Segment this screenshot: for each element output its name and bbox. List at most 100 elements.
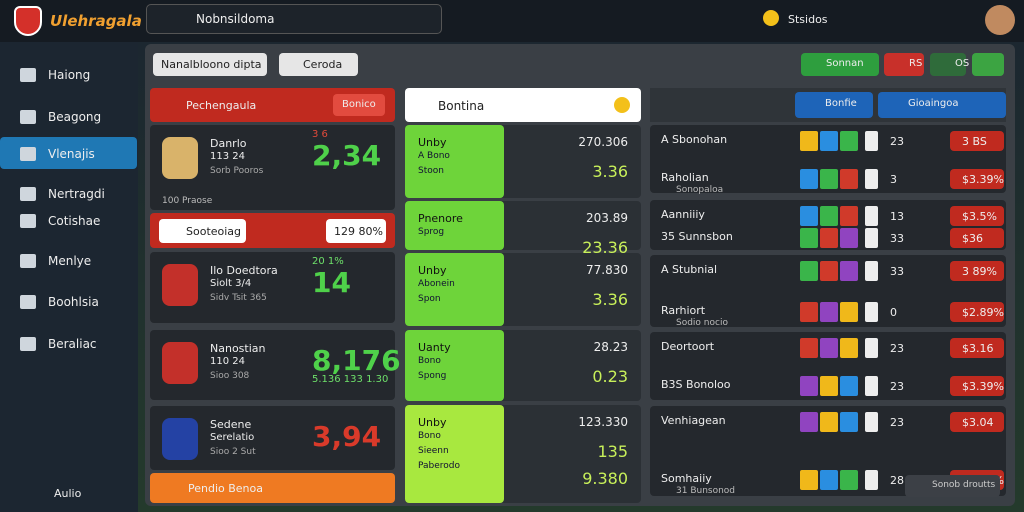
odds-chip	[800, 168, 818, 189]
toolbar-button-text: RS	[909, 58, 923, 69]
odds-pill[interactable]	[950, 206, 1004, 226]
sidebar-item[interactable]: Menlye	[48, 254, 92, 268]
toolbar-search-text: Ceroda	[303, 58, 343, 71]
sidebar-item[interactable]: Cotishae	[48, 214, 101, 228]
bottom-bar[interactable]	[150, 473, 395, 503]
market-green	[405, 405, 504, 503]
sidebar-item[interactable]: Beagong	[48, 110, 102, 124]
search-box[interactable]	[146, 4, 442, 34]
odds-chip	[800, 302, 818, 323]
odds-name: Aanniiiy	[661, 208, 705, 221]
sidebar-item[interactable]: Nertragdi	[48, 187, 105, 201]
odds-value: $3.39%	[962, 379, 1004, 393]
market-green	[405, 125, 504, 198]
odds-pill[interactable]	[950, 131, 1004, 151]
sidebar-item[interactable]: Vlenajis	[48, 147, 95, 161]
odds-chip	[840, 338, 858, 358]
filter-text: Nanalbloono dipta	[161, 58, 262, 71]
sidebar-footer: Aulio	[54, 487, 82, 500]
odds-pill[interactable]	[950, 375, 1004, 396]
user-icon	[763, 10, 779, 26]
market-value: 203.89	[586, 211, 628, 225]
market-title: Pnenore	[418, 212, 463, 225]
odds-chip	[800, 227, 818, 248]
bottom-text: Pendio Benoa	[188, 482, 264, 495]
match-line: Serelatio	[210, 432, 255, 443]
odds-pill[interactable]	[950, 261, 1004, 281]
odds-chip	[840, 375, 858, 396]
filter[interactable]	[153, 53, 267, 76]
match-score: 8,176	[312, 344, 401, 377]
odds-count: 28	[890, 473, 904, 487]
matches-action[interactable]	[333, 94, 385, 116]
toolbar-search[interactable]	[279, 53, 358, 76]
odds-chip	[840, 168, 858, 189]
odds-pill[interactable]	[950, 338, 1004, 358]
odds-chip	[865, 261, 878, 281]
odds-name: Somhaiiy	[661, 471, 712, 485]
odds-pill[interactable]	[950, 227, 1004, 248]
sidebar-icon	[20, 187, 36, 201]
odds-chip	[840, 206, 858, 226]
odds-sub: Sodio nocio	[676, 318, 728, 329]
sidebar-icon	[20, 68, 36, 82]
odds-count: 13	[890, 210, 904, 223]
toolbar-button[interactable]	[972, 53, 1004, 76]
toolbar-button[interactable]	[930, 53, 966, 76]
odds-button[interactable]	[878, 92, 1006, 118]
toolbar-button-text: Sonnan	[826, 58, 864, 69]
odds-value: 3 89%	[962, 265, 997, 278]
odds-name: 35 Sunnsbon	[661, 229, 733, 243]
odds-button[interactable]	[795, 92, 873, 118]
markets-search[interactable]	[405, 88, 641, 122]
match-line: 110 24	[210, 356, 245, 367]
market-value: 23.36	[582, 238, 628, 257]
match-line: Sioo 308	[210, 371, 250, 381]
toolbar-button[interactable]	[801, 53, 879, 76]
market-line: Abonein	[418, 279, 455, 289]
odds-count: 0	[890, 306, 897, 320]
sidebar-icon	[20, 295, 36, 309]
odds-chip	[820, 261, 838, 281]
odds-pill[interactable]	[950, 168, 1004, 189]
odds-name: Venhiagean	[661, 414, 726, 427]
sidebar-icon	[20, 254, 36, 268]
odds-pill[interactable]	[950, 412, 1004, 432]
team-crest	[162, 137, 198, 179]
odds-chip	[840, 131, 858, 151]
market-title: Unby	[418, 136, 447, 149]
market-line: Sieenn	[418, 446, 449, 456]
tip-text: Sonob droutts	[932, 480, 996, 490]
odds-sub: Sonopaloa	[676, 184, 724, 195]
toolbar-button[interactable]	[884, 53, 924, 76]
odds-chip	[865, 131, 878, 151]
sidebar-item[interactable]: Beraliac	[48, 337, 97, 351]
match-line: Sorb Pooros	[210, 166, 264, 176]
match-footer: 100 Praose	[162, 196, 213, 206]
avatar[interactable]	[985, 5, 1015, 35]
sidebar-item[interactable]: Haiong	[48, 68, 91, 82]
sidebar-icon	[20, 337, 36, 351]
matches-title: Pechengaula	[186, 99, 257, 112]
market-value: 3.36	[592, 290, 628, 309]
search-badge	[614, 97, 630, 113]
odds-chip	[865, 412, 878, 432]
market-title: Uanty	[418, 341, 451, 354]
odds-pill[interactable]	[950, 302, 1004, 323]
odds-value: $3.5%	[962, 210, 997, 223]
team-name: Nanostian	[210, 342, 266, 355]
sidebar-item[interactable]: Boohlsia	[48, 295, 99, 309]
odds-chip	[820, 206, 838, 226]
markets-search-text: Bontina	[438, 99, 485, 113]
odds-chip	[800, 261, 818, 281]
odds-chip	[865, 227, 878, 248]
odds-name: Deortoort	[661, 340, 715, 353]
odds-value: $3.39%	[962, 172, 1004, 186]
sidebar-icon	[20, 110, 36, 124]
banner-pill[interactable]	[159, 219, 246, 243]
market-line: Bono	[418, 356, 441, 366]
market-line: Sprog	[418, 227, 445, 237]
search-text: Nobnsildoma	[196, 12, 275, 26]
sidebar-icon	[20, 214, 36, 228]
